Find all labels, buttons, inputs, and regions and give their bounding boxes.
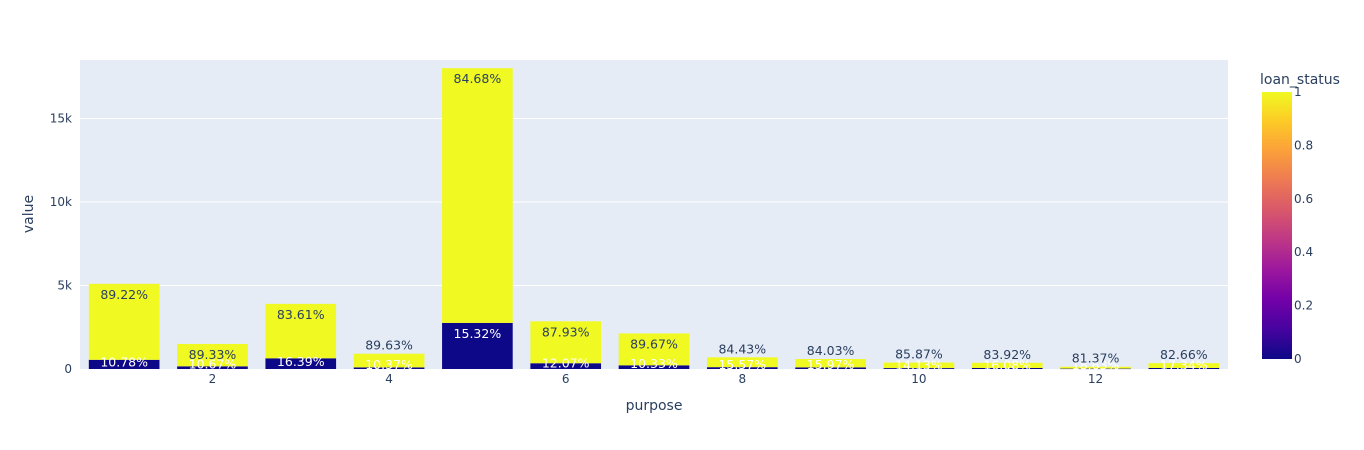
bar-status-0 (1148, 367, 1220, 369)
bar-value-label: 15.57% (718, 357, 766, 372)
bar-value-label: 89.22% (100, 287, 148, 302)
bar-value-label: 89.67% (630, 336, 678, 351)
gridlines (80, 117, 1228, 286)
bar-value-label: 82.66% (1160, 347, 1208, 362)
bar-status-0 (353, 367, 425, 369)
colorbar-tick-label: 0.6 (1294, 192, 1313, 206)
bar-value-label: 10.67% (189, 357, 237, 372)
bar-value-label: 10.37% (365, 357, 413, 372)
x-axis-ticks: 2 4 6 8 10 12 (209, 372, 1104, 386)
x-tick-label: 6 (562, 372, 570, 386)
bar-value-label: 16.39% (277, 354, 325, 369)
colorbar-tick-label: 0.4 (1294, 245, 1313, 259)
bar-value-label: 81.37% (1072, 351, 1120, 366)
y-axis-ticks: 0 5k 10k 15k (50, 111, 72, 376)
bar-value-label: 85.87% (895, 347, 943, 362)
y-tick-label: 0 (64, 362, 72, 376)
bar-status-1 (1148, 363, 1220, 368)
bar-status-0 (618, 365, 690, 369)
bar-status-1 (88, 283, 160, 360)
bar-value-label: 14.13% (895, 357, 943, 372)
bar-status-0 (177, 366, 248, 369)
y-tick-label: 15k (50, 111, 72, 125)
bar-status-1 (1060, 366, 1131, 369)
bar-status-1 (177, 343, 248, 367)
colorbar-tick-label: 1 (1294, 85, 1302, 99)
bar-value-label: 18.63% (1072, 358, 1120, 373)
bar-value-label: 17.34% (1160, 357, 1208, 372)
bar-value-label: 84.03% (807, 343, 855, 358)
colorbar: loan_status 0 0.2 0.4 0.6 0.8 1 (1260, 72, 1340, 366)
bar-labels: 10.78% 10.67% 16.39% 10.37% 15.32% 12.07% 10.3… (100, 71, 1207, 373)
bar-status-1 (265, 303, 337, 359)
bar-status-1 (442, 68, 513, 323)
y-axis-title: value (21, 195, 37, 233)
plot-background (80, 60, 1228, 369)
bar-value-label: 15.97% (807, 357, 855, 372)
colorbar-tick-label: 0.8 (1294, 138, 1313, 152)
bar-value-label: 84.68% (454, 71, 502, 86)
bar-status-0 (883, 368, 955, 369)
bar-value-label: 84.43% (718, 341, 766, 356)
colorbar-ticks: 0 0.2 0.4 0.6 0.8 1 (1294, 85, 1313, 366)
bar-status-0 (530, 363, 602, 369)
bar-value-label: 15.32% (454, 326, 502, 341)
bars (88, 68, 1220, 370)
bar-value-label: 16.08% (983, 357, 1031, 372)
bar-value-label: 10.33% (630, 356, 678, 371)
x-tick-label: 10 (911, 372, 926, 386)
colorbar-title: loan_status (1260, 72, 1340, 88)
bar-status-1 (971, 362, 1043, 368)
x-tick-label: 12 (1088, 372, 1103, 386)
bar-value-label: 83.61% (277, 307, 325, 322)
bar-status-1 (706, 357, 778, 368)
bar-value-label: 89.33% (189, 347, 237, 362)
x-tick-label: 4 (385, 372, 393, 386)
x-tick-label: 8 (738, 372, 746, 386)
bar-status-0 (795, 367, 866, 369)
bar-value-label: 83.92% (983, 347, 1031, 362)
bar-status-1 (795, 359, 866, 368)
bar-value-label: 10.78% (100, 354, 148, 369)
bar-status-0 (265, 358, 337, 369)
bar-status-0 (706, 367, 778, 369)
colorbar-gradient (1262, 92, 1292, 359)
x-tick-label: 2 (209, 372, 217, 386)
bar-status-0 (971, 367, 1043, 369)
colorbar-tick-label: 0.2 (1294, 299, 1313, 313)
bar-status-1 (618, 333, 690, 366)
y-tick-label: 10k (50, 195, 72, 209)
y-tick-label: 5k (57, 278, 72, 292)
x-axis-title: purpose (626, 398, 683, 414)
bar-value-label: 12.07% (542, 355, 590, 370)
bar-status-1 (353, 353, 425, 368)
bar-status-0 (442, 322, 513, 369)
bar-value-label: 87.93% (542, 324, 590, 339)
bar-status-1 (883, 362, 955, 369)
bar-status-0 (1060, 368, 1131, 370)
colorbar-tick-label: 0 (1294, 352, 1302, 366)
bar-status-1 (530, 321, 602, 364)
bar-value-label: 89.63% (365, 338, 413, 353)
bar-status-0 (88, 359, 160, 369)
